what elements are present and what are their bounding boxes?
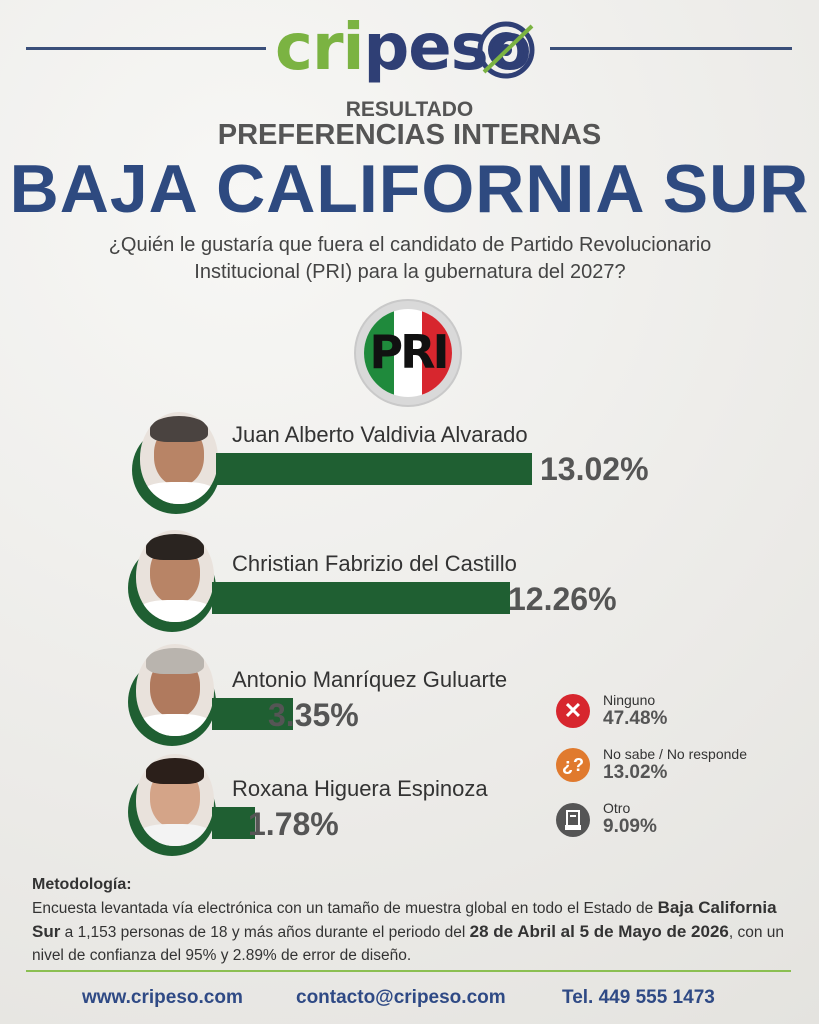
subtitle: PREFERENCIAS INTERNAS (217, 119, 602, 151)
value-label: 13.02% (540, 451, 649, 487)
email-link[interactable]: contacto@cripeso.com (296, 987, 506, 1008)
methodology-title: Metodología: (32, 876, 132, 893)
header-line-left (26, 47, 266, 50)
candidate-photo (136, 754, 214, 846)
other-value: 9.09% (603, 816, 657, 837)
candidate-name: Juan Alberto Valdivia Alvarado (232, 422, 528, 447)
other-value: 13.02% (603, 762, 668, 783)
other-label: Ninguno (603, 692, 656, 708)
candidate-photo (140, 412, 218, 504)
other-label: No sabe / No responde (603, 746, 747, 762)
candidate-name: Roxana Higuera Espinoza (232, 776, 488, 801)
value-label: 1.78% (248, 806, 339, 842)
page-title: BAJA CALIFORNIA SUR (9, 151, 810, 227)
bar (212, 698, 293, 730)
value-label: 12.26% (508, 581, 617, 617)
methodology-text: Encuesta levantada vía electrónica con u… (32, 898, 785, 964)
other-value: 47.48% (603, 708, 668, 729)
cripeso-logo: cripeso (275, 11, 532, 85)
ballot-icon (556, 803, 590, 837)
bar (216, 453, 532, 485)
bar (212, 807, 255, 839)
result-label: RESULTADO (345, 98, 474, 121)
target-icon (477, 21, 535, 79)
website-link[interactable]: www.cripeso.com (82, 987, 243, 1008)
other-label: Otro (603, 800, 631, 816)
x-icon: ✕ (556, 694, 590, 728)
phone-number[interactable]: Tel. 449 555 1473 (562, 987, 715, 1008)
candidate-name: Christian Fabrizio del Castillo (232, 551, 517, 576)
footer-divider (26, 970, 791, 972)
question-icon: ¿? (556, 748, 590, 782)
pri-logo: PRI (364, 309, 452, 397)
bar (212, 582, 510, 614)
candidate-name: Antonio Manríquez Guluarte (232, 667, 508, 692)
survey-question: ¿Quién le gustaría que fuera el candidat… (108, 234, 712, 283)
candidate-photo (136, 644, 214, 736)
value-label: 3.35% (268, 697, 359, 733)
candidate-photo (136, 530, 214, 622)
header-line-right (550, 47, 792, 50)
